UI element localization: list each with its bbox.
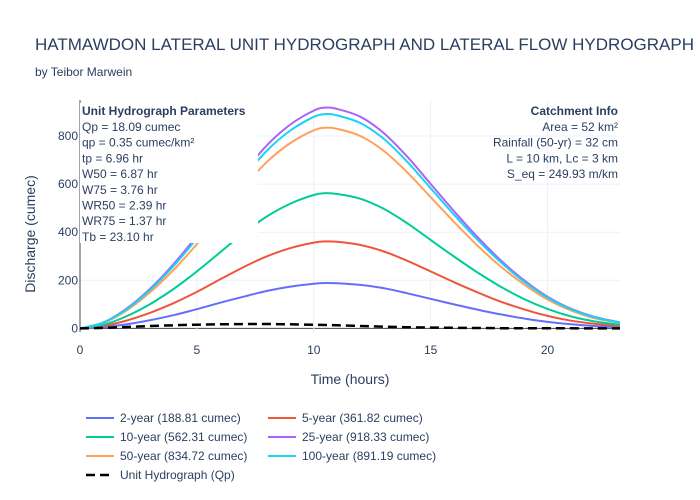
y-axis-title: Discharge (cumec): [22, 175, 38, 292]
annotation-line: Area = 52 km²: [542, 120, 618, 134]
annotation-line: W50 = 6.87 hr: [82, 167, 158, 181]
annotation-line: tp = 6.96 hr: [82, 151, 143, 165]
annotation-line: WR75 = 1.37 hr: [82, 214, 166, 228]
annotation-line: WR50 = 2.39 hr: [82, 199, 166, 213]
annotation-line: Tb = 23.10 hr: [82, 230, 154, 244]
legend-label: 50-year (834.72 cumec): [120, 449, 247, 463]
legend-label: 2-year (188.81 cumec): [120, 411, 241, 425]
annotation-heading: Catchment Info: [531, 104, 618, 118]
annotation-heading: Unit Hydrograph Parameters: [82, 104, 246, 118]
series-line-3: [79, 106, 621, 330]
series-lines: [79, 106, 621, 330]
chart-subtitle: by Teibor Marwein: [35, 65, 132, 79]
x-tick-label: 20: [541, 343, 555, 357]
y-tick-label: 800: [58, 129, 78, 143]
series-line-4: [79, 126, 621, 330]
legend-label: 5-year (361.82 cumec): [302, 411, 423, 425]
x-tick-label: 5: [194, 343, 201, 357]
annotation-backdrop: [80, 103, 258, 243]
legend-label: 100-year (891.19 cumec): [302, 449, 436, 463]
y-tick-label: 0: [71, 321, 78, 335]
series-line-5: [79, 113, 621, 330]
x-tick-label: 15: [424, 343, 438, 357]
series-line-1: [79, 240, 621, 330]
legend-label: Unit Hydrograph (Qp): [120, 468, 235, 482]
chart-title: HATMAWDON LATERAL UNIT HYDROGRAPH AND LA…: [35, 35, 694, 54]
x-tick-label: 10: [307, 343, 321, 357]
annotation-line: Rainfall (50-yr) = 32 cm: [493, 136, 618, 150]
series-line-6: [79, 322, 620, 330]
x-axis-title: Time (hours): [311, 371, 390, 387]
annotation-line: L = 10 km, Lc = 3 km: [506, 151, 618, 165]
x-tick-label: 0: [77, 343, 84, 357]
series-line-0: [79, 281, 621, 330]
y-tick-labels: 0 200 400 600 800: [58, 129, 78, 335]
annotation-line: W75 = 3.76 hr: [82, 183, 158, 197]
unit-hydrograph-parameters: Unit Hydrograph Parameters Qp = 18.09 cum…: [80, 103, 258, 244]
annotation-line: S_eq = 249.93 m/km: [507, 167, 618, 181]
legend-label: 25-year (918.33 cumec): [302, 430, 429, 444]
legend-label: 10-year (562.31 cumec): [120, 430, 247, 444]
series-line-2: [79, 192, 621, 330]
x-tick-labels: 0 5 10 15 20: [77, 343, 555, 357]
y-tick-label: 600: [58, 177, 78, 191]
annotation-line: Qp = 18.09 cumec: [82, 120, 180, 134]
y-tick-label: 400: [58, 225, 78, 239]
annotation-line: qp = 0.35 cumec/km²: [82, 136, 194, 150]
y-tick-label: 200: [58, 273, 78, 287]
catchment-info: Catchment Info Area = 52 km² Rainfall (50-…: [493, 104, 618, 181]
legend: 2-year (188.81 cumec) 5-year (361.82 cume…: [86, 411, 436, 482]
